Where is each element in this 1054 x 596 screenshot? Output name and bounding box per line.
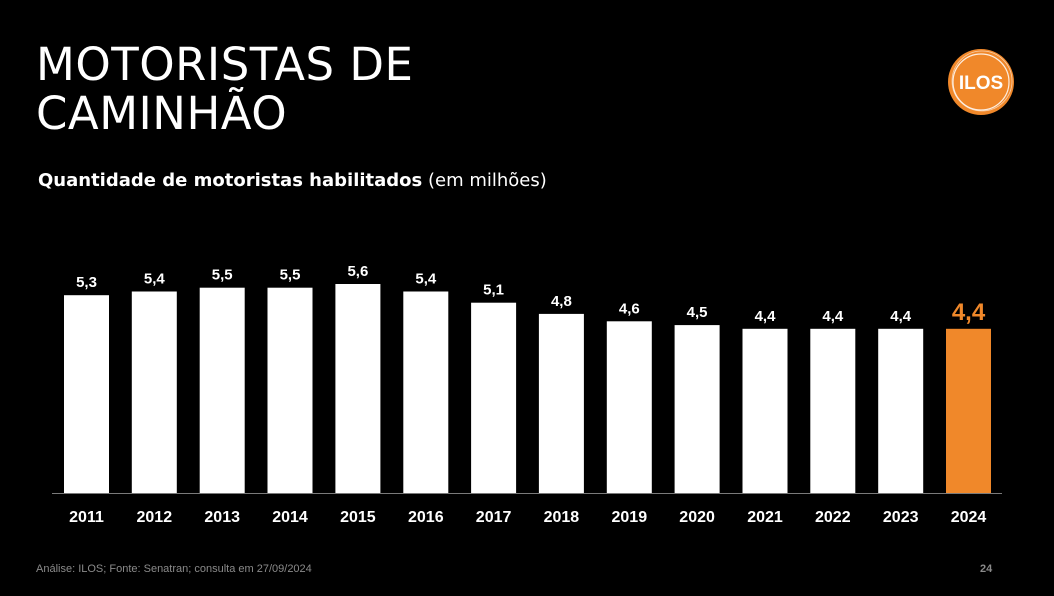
bar-2022 — [810, 328, 856, 493]
x-tick-label-2014: 2014 — [272, 509, 308, 526]
x-tick-label-2019: 2019 — [612, 509, 648, 526]
x-tick-label-2021: 2021 — [747, 509, 783, 526]
source-note: Análise: ILOS; Fonte: Senatran; consulta… — [36, 563, 312, 575]
value-label-2020: 4,5 — [687, 304, 708, 321]
bar-2016 — [403, 291, 449, 493]
bar-2023 — [878, 328, 924, 493]
bar-2014 — [267, 287, 313, 493]
subtitle-bold: Quantidade de motoristas habilitados — [38, 170, 423, 191]
value-label-2011: 5,3 — [76, 274, 97, 291]
subtitle-unit: (em milhões) — [422, 170, 547, 191]
x-tick-label-2018: 2018 — [544, 509, 580, 526]
value-label-2015: 5,6 — [347, 263, 368, 280]
x-tick-label-2012: 2012 — [137, 509, 173, 526]
x-tick-label-2013: 2013 — [204, 509, 240, 526]
value-label-2013: 5,5 — [212, 267, 233, 284]
x-tick-label-2020: 2020 — [679, 509, 715, 526]
title-line-1: MOTORISTAS DE — [36, 38, 414, 91]
bar-2024 — [946, 328, 991, 493]
chart-subtitle: Quantidade de motoristas habilitados (em… — [38, 170, 547, 191]
page-number: 24 — [980, 563, 993, 575]
bar-2021 — [742, 328, 788, 493]
value-label-2014: 5,5 — [280, 267, 301, 284]
value-label-2024: 4,4 — [952, 299, 986, 326]
bar-2019 — [606, 321, 652, 493]
bar-2020 — [674, 325, 720, 493]
x-tick-label-2022: 2022 — [815, 509, 851, 526]
bar-2012 — [131, 291, 177, 493]
value-label-2021: 4,4 — [755, 308, 777, 325]
value-label-2023: 4,4 — [890, 308, 912, 325]
bar-2015 — [335, 284, 381, 493]
x-tick-label-2023: 2023 — [883, 509, 919, 526]
page-title: MOTORISTAS DE CAMINHÃO — [36, 40, 556, 138]
bar-2017 — [471, 302, 517, 493]
value-label-2022: 4,4 — [822, 308, 844, 325]
value-label-2019: 4,6 — [619, 300, 640, 317]
title-line-2: CAMINHÃO — [36, 87, 288, 140]
x-tick-label-2024: 2024 — [951, 509, 987, 526]
bar-2013 — [199, 287, 245, 493]
bar-2018 — [538, 313, 584, 493]
x-tick-label-2017: 2017 — [476, 509, 512, 526]
x-tick-label-2011: 2011 — [69, 509, 104, 526]
ilos-logo: ILOS — [948, 49, 1014, 115]
value-label-2012: 5,4 — [144, 271, 166, 288]
logo-text: ILOS — [959, 73, 1003, 94]
x-tick-label-2015: 2015 — [340, 509, 376, 526]
bar-2011 — [64, 295, 109, 493]
x-tick-label-2016: 2016 — [408, 509, 444, 526]
value-label-2016: 5,4 — [415, 271, 437, 288]
value-label-2018: 4,8 — [551, 293, 572, 310]
value-label-2017: 5,1 — [483, 282, 504, 299]
